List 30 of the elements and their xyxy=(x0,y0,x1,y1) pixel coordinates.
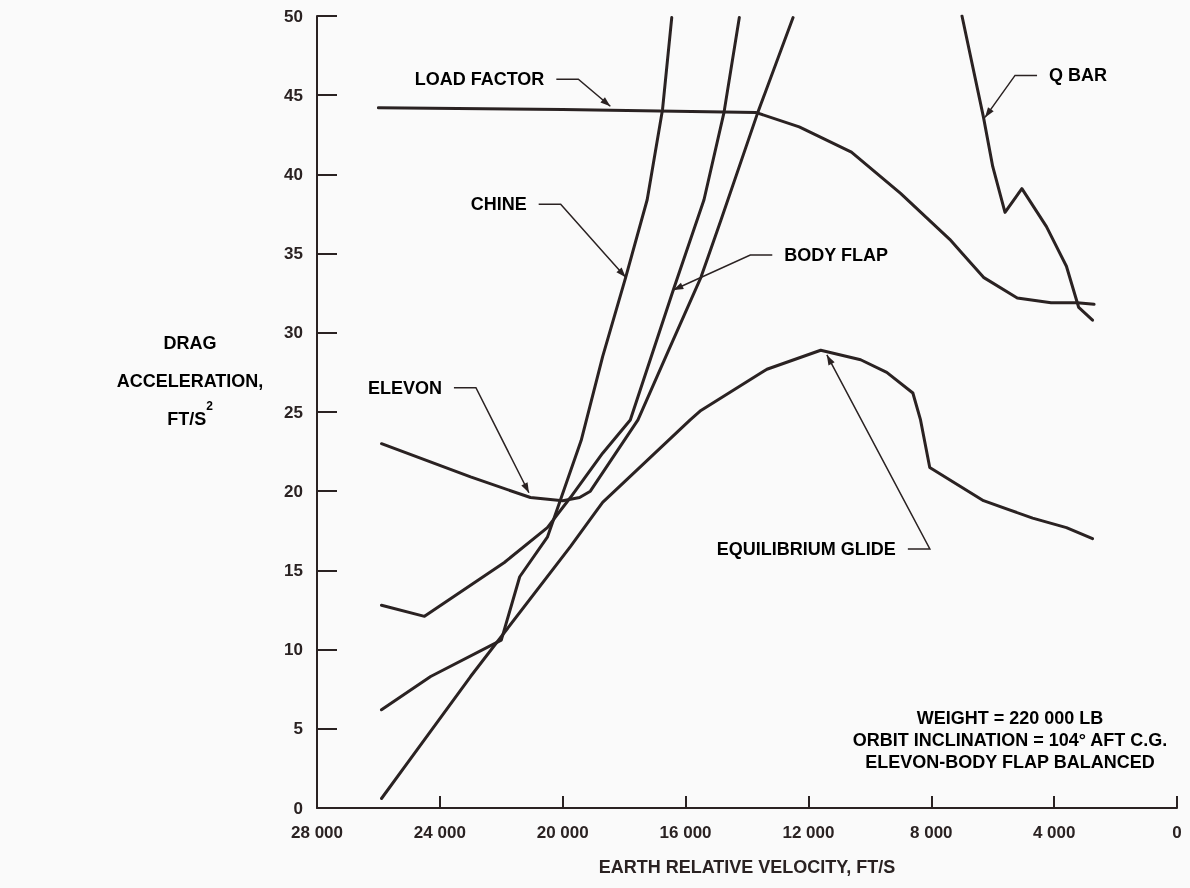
y-tick-label: 40 xyxy=(284,164,303,184)
y-tick-label: 25 xyxy=(284,402,303,422)
y-tick-label: 5 xyxy=(293,719,303,739)
x-tick-label: 24 000 xyxy=(413,823,466,842)
annotation: ORBIT INCLINATION = 104° AFT C.G. xyxy=(852,730,1168,750)
x-axis-title: EARTH RELATIVE VELOCITY, FT/S xyxy=(598,857,896,877)
annotation: WEIGHT = 220 000 LB xyxy=(916,708,1104,728)
y-axis-title: DRAG ACCELERATION, FT/S2 xyxy=(116,333,264,429)
x-tick-label: 20 000 xyxy=(536,823,589,842)
x-tick-label: 28 000 xyxy=(291,823,343,842)
y-tick-label: 10 xyxy=(284,640,303,660)
annotation: ELEVON xyxy=(367,377,442,398)
y-tick-label: 15 xyxy=(284,560,303,580)
y-tick-label: 30 xyxy=(284,323,303,343)
y-tick-label: 20 xyxy=(284,481,303,501)
annotation: BODY FLAP xyxy=(784,245,888,266)
x-tick-label: 0 xyxy=(1172,823,1182,842)
annotation: Q BAR xyxy=(1049,65,1108,86)
annotation: EQUILIBRIUM GLIDE xyxy=(716,538,896,559)
annotation: ELEVON-BODY FLAP BALANCED xyxy=(865,752,1155,772)
x-tick-label: 8 000 xyxy=(910,823,953,842)
annotation: LOAD FACTOR xyxy=(414,69,545,90)
x-tick-label: 16 000 xyxy=(659,823,712,842)
x-tick-label: 12 000 xyxy=(782,823,835,842)
y-tick-label: 35 xyxy=(284,244,303,264)
y-tick-label: 0 xyxy=(293,798,303,818)
y-tick-label: 45 xyxy=(284,85,303,105)
y-tick-label: 50 xyxy=(284,6,303,26)
annotation: CHINE xyxy=(470,194,527,215)
x-tick-label: 4 000 xyxy=(1032,823,1076,842)
